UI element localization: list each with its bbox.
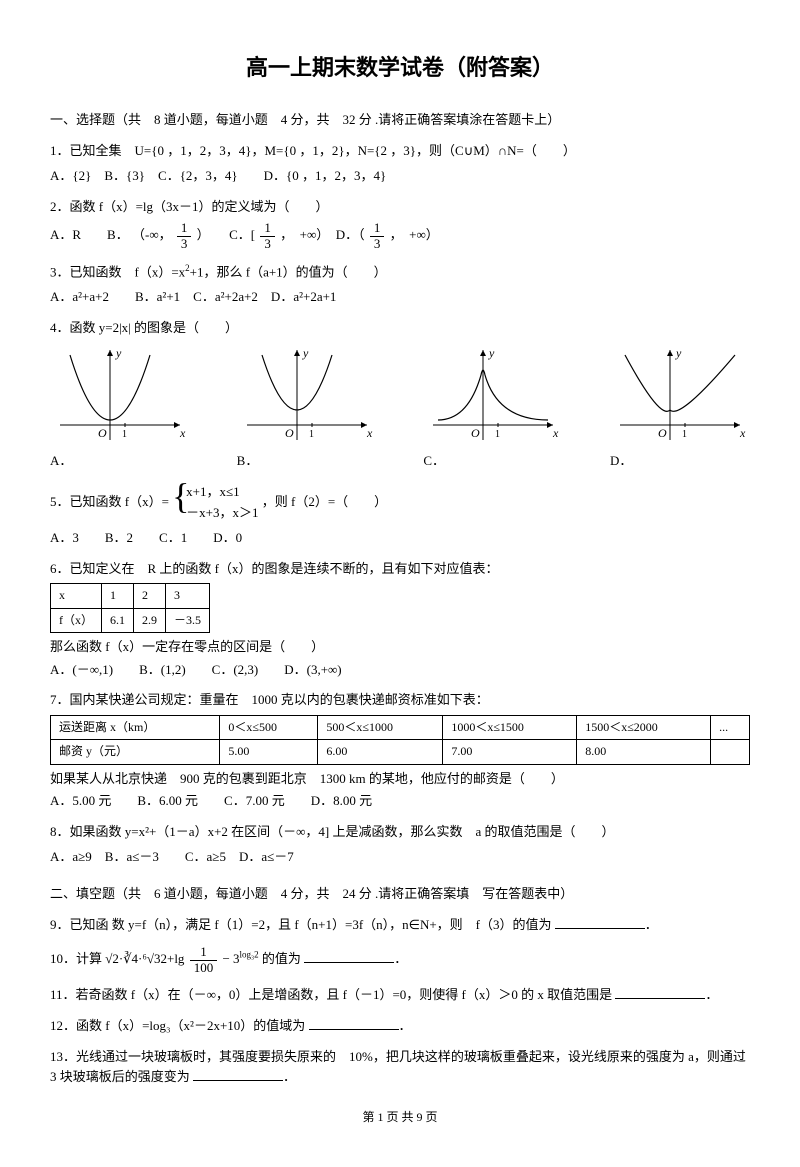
q7: 7．国内某快递公司规定：重量在 1000 克以内的包裹快递邮资标准如下表：	[50, 690, 750, 711]
q2: 2．函数 f（x）=lg（3x－1）的定义域为（ ）	[50, 197, 750, 218]
svg-text:y: y	[488, 346, 495, 360]
q7-table: 运送距离 x（km）0＜x≤500500＜x≤10001000＜x≤150015…	[50, 715, 750, 764]
frac-1-3-a: 13	[177, 221, 192, 251]
svg-text:y: y	[675, 346, 682, 360]
q12: 12．函数 f（x）=log₃（x²－2x+10）的值域为 ．	[50, 1016, 750, 1037]
q3-options: A．a²+a+2 B．a²+1 C．a²+2a+2 D．a²+2a+1	[50, 287, 750, 308]
page-title: 高一上期末数学试卷（附答案）	[50, 50, 750, 85]
q2b: （-∞，	[132, 227, 172, 242]
blank-12	[309, 1016, 399, 1030]
q5: 5．已知函数 f（x）= x+1，x≤1 －x+3，x＞1 ，则 f（2）=（ …	[50, 482, 750, 524]
graph-d: x y O 1 D．	[610, 345, 750, 473]
label-b: B．	[237, 451, 377, 472]
graph-c: x y O 1 C．	[423, 345, 563, 473]
q6-table: x123 f（x）6.12.9－3.5	[50, 583, 210, 632]
svg-text:x: x	[179, 426, 186, 440]
svg-text:O: O	[285, 426, 294, 440]
q7-tail: 如果某人从北京快递 900 克的包裹到距北京 1300 km 的某地，他应付的邮…	[50, 769, 750, 790]
q1: 1．已知全集 U={0 ，1，2，3，4}，M={0 ，1，2}，N={2 ，3…	[50, 141, 750, 162]
section2-header: 二、填空题（共 6 道小题，每道小题 4 分，共 24 分 .请将正确答案填 写…	[50, 884, 750, 905]
svg-text:1: 1	[495, 429, 500, 440]
svg-text:x: x	[366, 426, 373, 440]
piecewise: x+1，x≤1 －x+3，x＞1	[172, 482, 258, 524]
q2-options: A．R B． （-∞， 13 ） C．[ 13 ， +∞） D．（ 13 ， +…	[50, 221, 750, 251]
q2c: ） C．[	[197, 227, 256, 242]
q7-options: A．5.00 元 B．6.00 元 C．7.00 元 D．8.00 元	[50, 791, 750, 812]
q2d: ， +∞） D．（	[280, 227, 365, 242]
label-a: A．	[50, 451, 190, 472]
q5-options: A．3 B．2 C．1 D．0	[50, 528, 750, 549]
graph-b: x y O 1 B．	[237, 345, 377, 473]
q1-options: A．{2} B．{3} C．{2，3，4} D．{0 ，1，2，3，4}	[50, 166, 750, 187]
q8-options: A．a≥9 B．a≤－3 C．a≥5 D．a≤－7	[50, 847, 750, 868]
svg-text:y: y	[115, 346, 122, 360]
svg-text:1: 1	[309, 429, 314, 440]
label-d: D．	[610, 451, 750, 472]
frac-1-3-c: 13	[370, 221, 385, 251]
frac-1-100: 1100	[190, 945, 218, 975]
svg-text:1: 1	[682, 429, 687, 440]
svg-text:x: x	[739, 426, 746, 440]
q13: 13．光线通过一块玻璃板时，其强度要损失原来的 10%，把几块这样的玻璃板重叠起…	[50, 1047, 750, 1089]
blank-13	[193, 1067, 283, 1081]
q4-graphs: x y O 1 A． x y O 1 B． x y O 1	[50, 345, 750, 473]
blank-11	[615, 985, 705, 999]
blank-10	[304, 949, 394, 963]
q8: 8．如果函数 y=x²+（1－a）x+2 在区间（－∞，4] 上是减函数，那么实…	[50, 822, 750, 843]
graph-a: x y O 1 A．	[50, 345, 190, 473]
q11: 11．若奇函数 f（x）在（－∞，0）上是增函数，且 f（－1）=0，则使得 f…	[50, 985, 750, 1006]
svg-text:O: O	[98, 426, 107, 440]
svg-text:y: y	[302, 346, 309, 360]
svg-text:O: O	[658, 426, 667, 440]
q6: 6．已知定义在 R 上的函数 f（x）的图象是连续不断的，且有如下对应值表：	[50, 559, 750, 580]
page-footer: 第 1 页 共 9 页	[50, 1108, 750, 1127]
q4: 4．函数 y=2|x| 的图象是（ ）	[50, 318, 750, 339]
svg-text:O: O	[471, 426, 480, 440]
q2a: A．R B．	[50, 227, 129, 242]
svg-text:1: 1	[122, 429, 127, 440]
q10: 10．计算 √2·∛4·⁶√32+lg 1100 − 3log₃2 的值为 ．	[50, 945, 750, 975]
q3: 3．已知函数 f（x）=x2+1，那么 f（a+1）的值为（ ）	[50, 261, 750, 283]
section1-header: 一、选择题（共 8 道小题，每道小题 4 分，共 32 分 .请将正确答案填涂在…	[50, 110, 750, 131]
blank-9	[555, 915, 645, 929]
frac-1-3-b: 13	[260, 221, 275, 251]
q9: 9．已知函 数 y=f（n），满足 f（1）=2，且 f（n+1）=3f（n），…	[50, 915, 750, 936]
q2e: ， +∞）	[390, 227, 439, 242]
q6-options: A．(－∞,1) B．(1,2) C．(2,3) D．(3,+∞)	[50, 660, 750, 681]
svg-text:x: x	[552, 426, 559, 440]
label-c: C．	[423, 451, 563, 472]
q6-tail: 那么函数 f（x）一定存在零点的区间是（ ）	[50, 637, 750, 658]
